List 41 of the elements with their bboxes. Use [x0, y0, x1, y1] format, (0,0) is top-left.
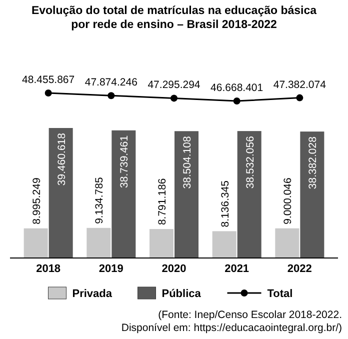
data-label: 48.455.867 [22, 74, 75, 86]
text: Disponível em: https://educacaointegral.org.br/) [121, 322, 342, 334]
data-label: 8.791.186 [156, 178, 168, 226]
bar [212, 231, 236, 258]
data-label: 9.000.046 [282, 177, 294, 224]
legend-label: Privada [72, 288, 113, 300]
chart-title: Evolução do total de matrículas na educação básica por rede de ensino – Brasil 2018-2022 [31, 5, 318, 31]
data-label: 47.295.294 [148, 79, 200, 92]
bar [237, 131, 262, 258]
bar [275, 228, 300, 258]
legend-label: Total [267, 288, 293, 300]
point [170, 94, 178, 102]
point [233, 98, 240, 104]
text: (Fonte: Inep/Censo Escolar 2018-2022. [158, 309, 342, 321]
bar [149, 229, 174, 258]
point [108, 92, 115, 100]
data-label: 38.739.461 [118, 135, 131, 188]
data-label: 39.460.618 [56, 132, 68, 186]
data-label: 38.382.028 [307, 136, 320, 190]
data-label: 47.382.074 [273, 78, 326, 91]
bar [24, 228, 48, 258]
x-tick-label: 2019 [98, 263, 124, 275]
point [296, 94, 304, 102]
x-tick-label: 2022 [287, 263, 312, 275]
bar [48, 128, 73, 258]
x-tick-label: 2020 [162, 263, 186, 275]
data-label: 8.995.249 [30, 177, 43, 224]
data-label: 38.504.108 [182, 136, 194, 189]
bar [86, 228, 111, 258]
data-label: 47.874.246 [84, 76, 138, 89]
legend-label: Pública [162, 288, 202, 300]
point [44, 90, 52, 96]
data-label: 9.134.785 [94, 177, 106, 224]
data-label: 38.532.056 [244, 136, 256, 189]
bar [300, 132, 324, 258]
data-label: 46.668.401 [210, 82, 264, 94]
data-label: 8.136.345 [219, 180, 232, 228]
bar [174, 131, 199, 258]
x-tick-label: 2018 [36, 263, 61, 275]
bar [112, 130, 136, 258]
x-tick-label: 2021 [224, 263, 250, 275]
